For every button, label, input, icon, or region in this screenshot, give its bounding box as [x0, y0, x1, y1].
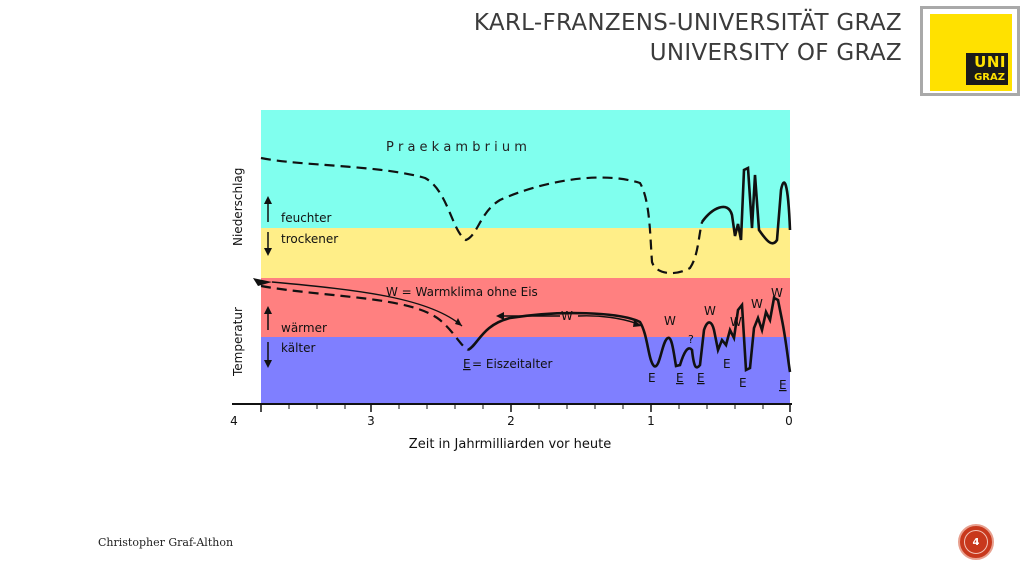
e-marker: E [697, 371, 705, 385]
e-marker: E [779, 378, 787, 392]
slide-title: KARL-FRANZENS-UNIVERSITÄT GRAZ UNIVERSIT… [474, 8, 902, 68]
x-tick-label: 2 [507, 414, 515, 428]
legend-e-rest: = Eiszeitalter [472, 357, 553, 371]
temperature-curve-dashed [260, 284, 469, 351]
logo-uni-text: UNI [974, 53, 1006, 71]
ylabel-precipitation: Niederschlag [231, 168, 245, 246]
label-kaelter: kälter [281, 341, 316, 355]
university-logo: UNI GRAZ [920, 6, 1020, 96]
arrow-to-dip-head [455, 318, 462, 326]
logo-graz-text: GRAZ [974, 72, 1005, 83]
x-tick-label: 4 [230, 414, 238, 428]
label-feuchter: feuchter [281, 211, 332, 225]
temperature-curve-solid [467, 296, 792, 373]
legend-e-letter: E [463, 357, 471, 371]
ylabel-temperature: Temperatur [231, 307, 245, 377]
logo-yellow-square: UNI GRAZ [930, 14, 1012, 91]
footer-author: Christopher Graf-Althon [98, 536, 234, 549]
arrow-start-temp [253, 278, 272, 286]
x-axis-major-ticks [260, 404, 791, 412]
x-tick-label: 1 [647, 414, 655, 428]
x-tick-label: 0 [785, 414, 793, 428]
title-line-2: UNIVERSITY OF GRAZ [649, 40, 902, 66]
w-marker: W [771, 286, 783, 300]
precipitation-curve-solid [700, 165, 792, 245]
warm-cold-arrows [264, 306, 272, 368]
band-dry [261, 228, 790, 278]
question-marker: ? [688, 333, 694, 346]
w-mid-label: W [561, 309, 573, 323]
e-marker: E [648, 371, 656, 385]
humid-dry-arrows [264, 196, 272, 256]
w-marker: W [704, 304, 716, 318]
band-humid [261, 110, 790, 228]
x-tick-label: 3 [367, 414, 375, 428]
title-line-1: KARL-FRANZENS-UNIVERSITÄT GRAZ [473, 10, 902, 36]
label-trockener: trockener [281, 232, 338, 246]
w-arrow-right-head [633, 320, 642, 327]
precipitation-curve-dashed [260, 156, 704, 275]
legend-warm: W = Warmklima ohne Eis [386, 285, 538, 299]
page-number: 4 [964, 530, 988, 554]
page-number-badge: 4 [958, 524, 994, 560]
label-waermer: wärmer [281, 321, 327, 335]
era-label: P r a e k a m b r i u m [386, 140, 527, 155]
w-marker: W [730, 315, 742, 329]
logo-black-box [966, 53, 1008, 85]
arrow-to-dip [271, 281, 463, 327]
e-marker: E [676, 371, 684, 385]
x-axis-minor-ticks [288, 404, 764, 409]
w-arrow-left-head [496, 312, 504, 320]
x-axis-label: Zeit in Jahrmilliarden vor heute [409, 437, 611, 452]
e-marker: E [739, 376, 747, 390]
e-marker: E [723, 357, 731, 371]
w-marker: W [664, 314, 676, 328]
band-warm [261, 278, 790, 337]
w-marker: W [751, 297, 763, 311]
